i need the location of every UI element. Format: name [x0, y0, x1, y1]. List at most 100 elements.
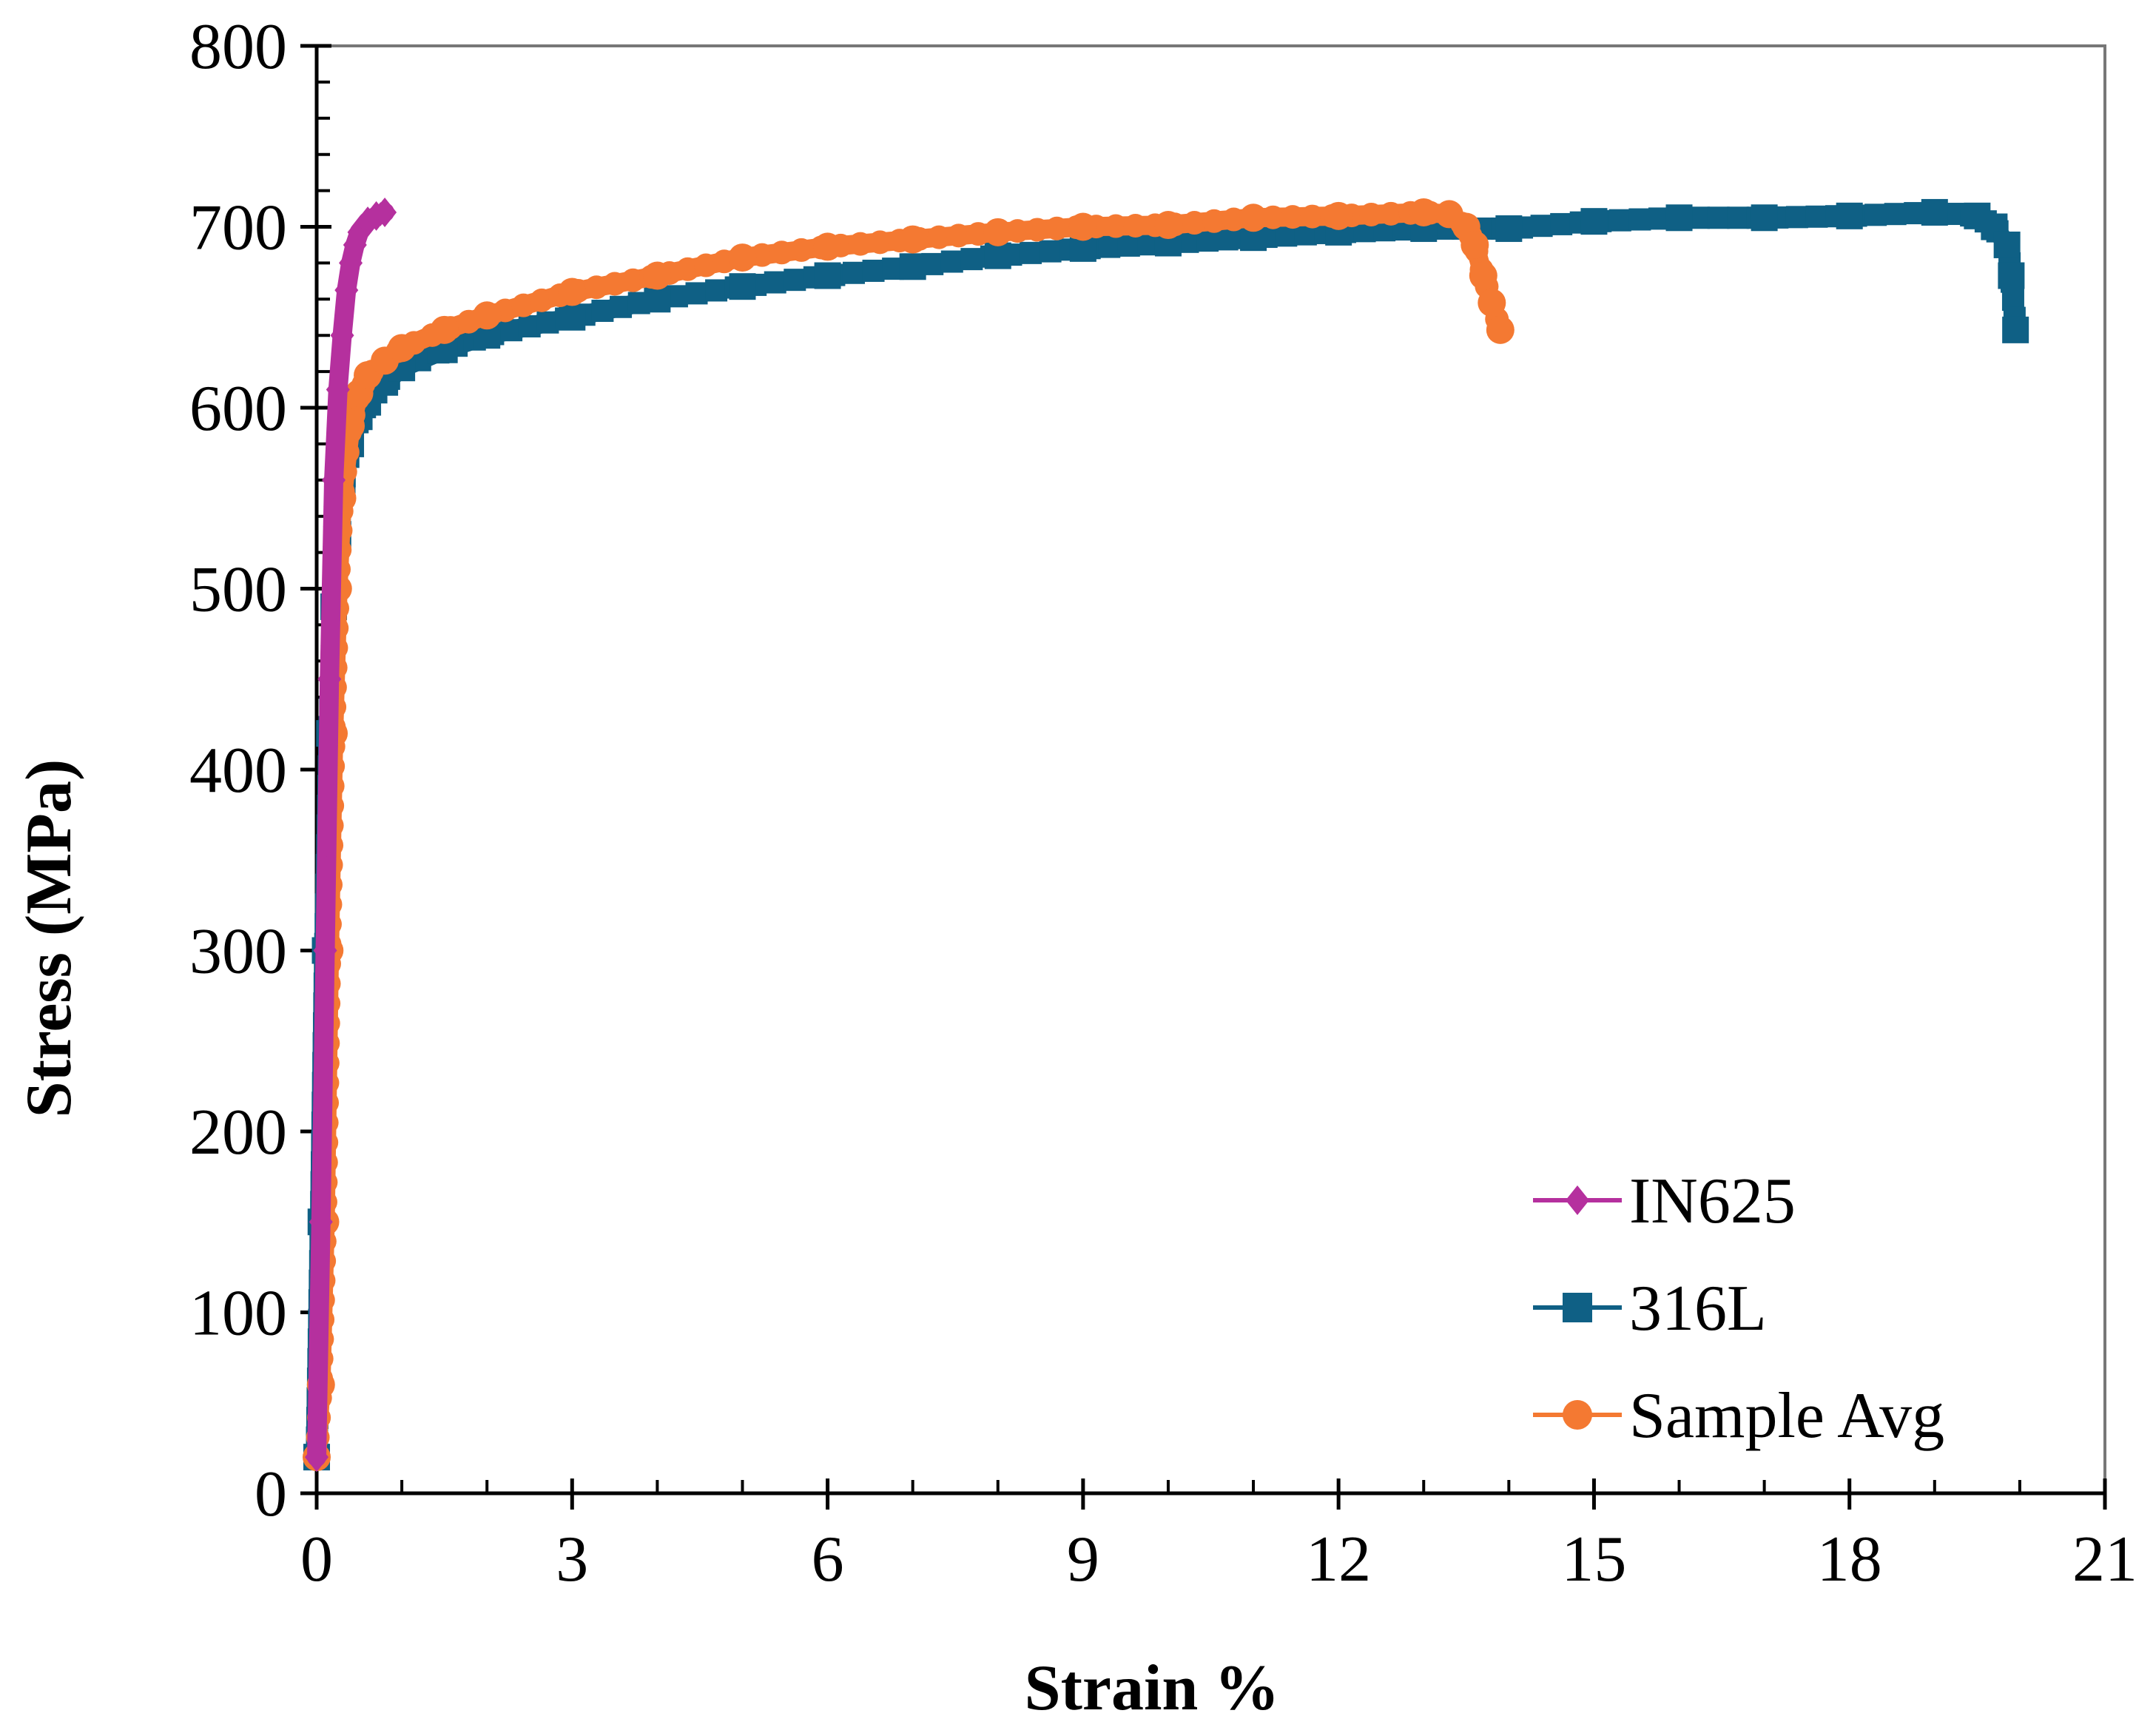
data-point-in625: [319, 693, 339, 718]
data-point-316l: [784, 269, 806, 292]
data-point-in625: [314, 1031, 334, 1055]
x-tick-label: 9: [1067, 1524, 1099, 1595]
data-point-in625: [330, 320, 354, 351]
data-point-316l: [1836, 202, 1863, 229]
data-point-316l: [862, 259, 885, 282]
data-point-in625: [305, 1442, 329, 1473]
data-point-316l: [1727, 206, 1750, 229]
data-point-316l: [764, 271, 786, 294]
y-tick-label: 0: [255, 1459, 287, 1530]
y-tick-label: 600: [189, 373, 287, 445]
legend-swatch-marker: [1563, 1400, 1592, 1430]
x-axis-title: Strain %: [1025, 1652, 1280, 1724]
data-point-sample-avg: [1486, 315, 1515, 344]
data-point-sample-avg: [728, 243, 757, 272]
data-point-316l: [940, 250, 963, 273]
data-point-sample-avg: [1025, 218, 1049, 242]
data-point-sample-avg: [813, 232, 842, 261]
data-point-sample-avg: [558, 277, 587, 306]
data-point-in625: [317, 852, 337, 877]
data-point-sample-avg: [1104, 214, 1128, 238]
data-point-in625: [373, 197, 397, 227]
data-point-sample-avg: [946, 223, 971, 248]
data-point-sample-avg: [868, 230, 892, 255]
data-point-sample-avg: [430, 315, 459, 344]
data-point-316l: [1550, 212, 1573, 235]
legend-label: 316L: [1629, 1273, 1767, 1345]
data-point-316l: [1039, 240, 1062, 263]
data-point-316l: [842, 261, 865, 284]
data-point-in625: [329, 359, 349, 384]
data-point-316l: [1098, 235, 1121, 258]
data-point-sample-avg: [1239, 203, 1268, 232]
data-point-sample-avg: [1153, 211, 1182, 240]
data-point-sample-avg: [1045, 216, 1069, 240]
data-point-in625: [322, 465, 346, 495]
data-point-316l: [705, 279, 728, 302]
x-tick-label: 18: [1817, 1524, 1882, 1595]
data-point-sample-avg: [1182, 211, 1207, 235]
data-point-in625: [308, 1366, 328, 1391]
y-tick-label: 500: [189, 554, 287, 626]
data-point-316l: [1805, 205, 1828, 228]
data-point-in625: [318, 733, 338, 758]
x-tick-label: 15: [1561, 1524, 1626, 1595]
data-point-316l: [1608, 209, 1631, 232]
data-point-sample-avg: [473, 301, 502, 330]
data-point-sample-avg: [1202, 209, 1226, 233]
x-tick-label: 0: [300, 1524, 333, 1595]
data-point-in625: [323, 534, 343, 559]
data-point-sample-avg: [750, 243, 775, 267]
data-point-sample-avg: [848, 232, 872, 256]
data-point-in625: [313, 1090, 333, 1115]
data-point-in625: [314, 991, 334, 1016]
data-point-316l: [1921, 198, 1948, 226]
data-point-in625: [309, 1207, 333, 1237]
data-point-sample-avg: [1478, 289, 1506, 317]
data-point-316l: [729, 273, 756, 300]
data-point-316l: [1998, 262, 2025, 289]
legend-label: IN625: [1629, 1165, 1796, 1237]
data-point-in625: [316, 872, 336, 897]
data-point-sample-avg: [511, 293, 536, 317]
data-point-sample-avg: [898, 225, 927, 254]
data-point-316l: [1707, 206, 1730, 229]
data-point-316l: [644, 286, 671, 313]
data-point-in625: [321, 593, 341, 619]
data-point-316l: [899, 253, 926, 280]
data-point-in625: [313, 935, 337, 966]
data-point-in625: [314, 1011, 334, 1036]
data-point-in625: [309, 1327, 329, 1352]
data-point-in625: [334, 275, 359, 306]
data-point-sample-avg: [1261, 205, 1285, 229]
data-point-316l: [1530, 215, 1553, 238]
data-point-316l: [1196, 229, 1219, 252]
data-point-in625: [316, 912, 336, 936]
data-point-sample-avg: [1324, 201, 1353, 230]
data-point-316l: [1495, 215, 1523, 242]
data-point-sample-avg: [1378, 201, 1403, 226]
y-tick-labels: 0 100 200 300 400 500 600 700 800: [189, 11, 287, 1530]
data-point-sample-avg: [927, 225, 951, 249]
data-point-sample-avg: [769, 240, 794, 265]
data-point-in625: [311, 1229, 331, 1254]
data-point-sample-avg: [1281, 205, 1305, 229]
data-point-316l: [1884, 203, 1907, 226]
data-point-in625: [312, 1130, 332, 1155]
data-point-sample-avg: [983, 218, 1012, 246]
data-point-in625: [316, 892, 336, 917]
data-point-316l: [960, 248, 983, 271]
data-point-sample-avg: [966, 222, 991, 246]
data-point-sample-avg: [1300, 204, 1324, 229]
data-point-sample-avg: [1123, 213, 1148, 238]
data-point-sample-avg: [621, 268, 645, 292]
data-point-in625: [307, 1425, 327, 1450]
data-point-in625: [321, 573, 341, 599]
data-point-in625: [312, 1150, 332, 1174]
series-in625: [305, 197, 397, 1473]
data-point-in625: [311, 1170, 331, 1194]
data-point-in625: [327, 397, 347, 421]
data-point-316l: [814, 262, 841, 289]
x-tick-label: 21: [2072, 1524, 2136, 1595]
